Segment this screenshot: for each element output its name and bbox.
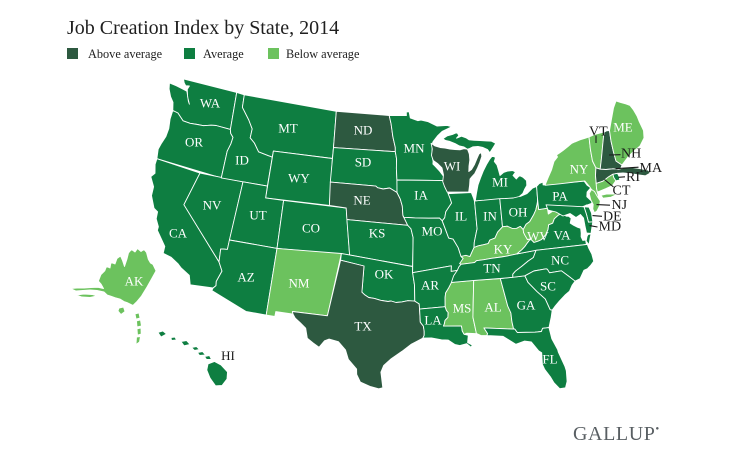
svg-text:AL: AL (484, 300, 501, 315)
svg-text:UT: UT (249, 208, 266, 223)
svg-text:TN: TN (483, 261, 501, 276)
svg-text:WI: WI (444, 159, 461, 174)
svg-text:CO: CO (302, 221, 320, 236)
svg-text:SC: SC (540, 279, 556, 294)
svg-text:NV: NV (203, 198, 222, 213)
svg-text:NC: NC (551, 253, 569, 268)
svg-text:MO: MO (422, 224, 443, 239)
svg-text:MA: MA (640, 161, 663, 176)
svg-text:CT: CT (613, 184, 631, 199)
svg-text:MI: MI (492, 175, 508, 190)
svg-text:VT: VT (589, 125, 608, 140)
svg-text:IN: IN (483, 209, 497, 224)
svg-text:LA: LA (424, 313, 442, 328)
svg-text:IA: IA (414, 188, 428, 203)
svg-text:AK: AK (125, 274, 144, 289)
svg-text:MS: MS (453, 301, 472, 316)
svg-text:OK: OK (375, 267, 394, 282)
svg-text:WY: WY (288, 171, 310, 186)
svg-text:ID: ID (235, 153, 249, 168)
svg-text:AZ: AZ (237, 270, 254, 285)
svg-text:NM: NM (289, 276, 310, 291)
svg-text:ME: ME (613, 120, 633, 135)
svg-text:KY: KY (494, 242, 513, 257)
svg-text:HI: HI (221, 348, 235, 363)
svg-text:MD: MD (599, 220, 622, 235)
svg-text:VA: VA (553, 228, 571, 243)
svg-text:OH: OH (509, 205, 528, 220)
svg-text:MT: MT (278, 121, 298, 136)
svg-text:OR: OR (185, 135, 203, 150)
svg-text:KS: KS (369, 226, 386, 241)
svg-text:WA: WA (200, 96, 221, 111)
svg-text:GA: GA (517, 298, 536, 313)
svg-text:DE: DE (603, 210, 622, 225)
svg-text:WV: WV (527, 229, 549, 244)
svg-text:FL: FL (542, 352, 557, 367)
svg-text:NH: NH (621, 146, 641, 161)
svg-text:ND: ND (354, 123, 373, 138)
svg-text:NY: NY (570, 162, 589, 177)
svg-text:TX: TX (354, 319, 372, 334)
svg-text:AR: AR (421, 278, 439, 293)
svg-text:RI: RI (626, 170, 640, 185)
svg-text:NE: NE (353, 193, 370, 208)
svg-text:CA: CA (169, 226, 188, 241)
svg-text:IL: IL (455, 209, 467, 224)
svg-text:SD: SD (355, 155, 372, 170)
svg-text:MN: MN (404, 141, 426, 156)
svg-text:NJ: NJ (612, 198, 628, 213)
svg-text:PA: PA (552, 189, 568, 204)
